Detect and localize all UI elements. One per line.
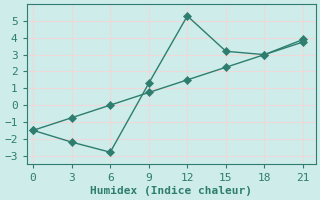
X-axis label: Humidex (Indice chaleur): Humidex (Indice chaleur) xyxy=(90,186,252,196)
